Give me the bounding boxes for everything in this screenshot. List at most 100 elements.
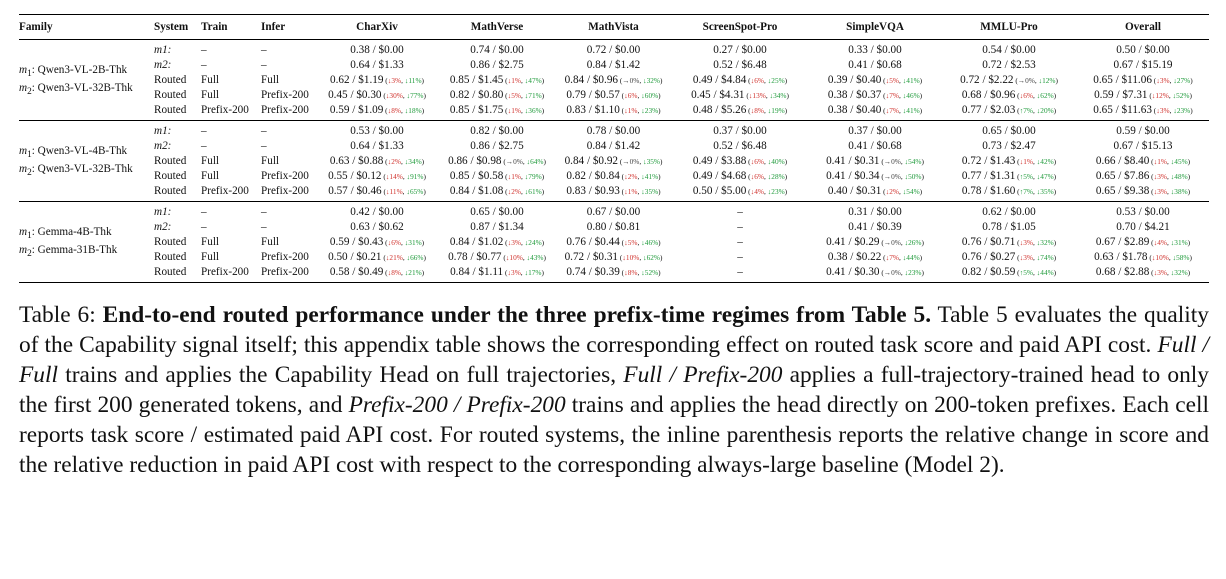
overall-cell: 0.63 / $1.78 (↓10%, ↓58%) (1077, 250, 1209, 265)
train-cell: Prefix-200 (201, 185, 249, 197)
score-cost-value: 0.84 / $0.92 (564, 155, 619, 167)
infer-cell: – (261, 221, 267, 233)
mmlu-pro-cell: 0.76 / $0.27 (↓3%, ↓74%) (941, 250, 1077, 265)
score-change: →0% (883, 157, 901, 166)
screenspot-pro-cell: 0.52 / $6.48 (671, 58, 809, 73)
relative-change: (↓7%, ↓44%) (881, 253, 923, 262)
score-cost-value: 0.38 / $0.40 (827, 104, 882, 116)
score-cost-value: 0.76 / $0.44 (566, 236, 620, 248)
score-change: ↓3% (387, 76, 402, 85)
score-cost-value: 0.78 / $1.60 (961, 185, 1016, 197)
score-cost-value: 0.45 / $0.30 (328, 89, 382, 101)
score-cost-value: 0.72 / $2.53 (982, 59, 1036, 71)
score-change: ↑5% (1019, 268, 1033, 277)
score-cost-value: 0.63 / $0.62 (350, 221, 404, 233)
table-row: Routed Full Full 0.63 / $0.88 (↓2%, ↓34%) 0.… (19, 154, 1209, 169)
score-change: ↓1% (624, 106, 638, 115)
relative-change: (↓30%, ↓77%) (381, 91, 426, 100)
caption-emph-full-prefix: Full / Prefix-200 (623, 362, 783, 388)
score-cost-value: 0.87 / $1.34 (470, 221, 524, 233)
score-cost-value: 0.33 / $0.00 (848, 44, 902, 56)
score-change: ↓8% (387, 268, 401, 277)
simplevqa-cell: 0.41 / $0.68 (809, 139, 941, 154)
cost-change: ↓65% (406, 187, 424, 196)
score-change: ↓4% (1153, 238, 1167, 247)
cost-change: ↓23% (904, 268, 922, 277)
cost-change: ↓52% (641, 268, 659, 277)
relative-change: (→0%, ↓23%) (879, 268, 924, 277)
score-change: ↓1% (507, 76, 521, 85)
system-cell: m2: (154, 59, 172, 71)
overall-cell: 0.59 / $0.00 (1077, 121, 1209, 140)
caption-text-2: trains and applies the Capability Head o… (57, 362, 624, 388)
cost-change: ↓19% (767, 106, 785, 115)
cost-change: ↓54% (902, 187, 920, 196)
mathverse-cell: 0.84 / $1.02 (↓3%, ↓24%) (438, 235, 556, 250)
family-model-name: m2: Gemma-31B-Thk (19, 244, 154, 261)
charxiv-cell: 0.63 / $0.88 (↓2%, ↓34%) (316, 154, 438, 169)
caption-text-1: Table 5 evaluates the quality of the Cap… (19, 302, 1209, 358)
model-index: 1 (27, 69, 32, 80)
score-change: ↓6% (750, 76, 764, 85)
score-change: ↓8% (387, 106, 401, 115)
score-change: →0% (505, 157, 523, 166)
system-cell: m2: (154, 140, 172, 152)
infer-cell: Prefix-200 (261, 266, 309, 278)
score-cost-value: 0.85 / $1.45 (449, 74, 504, 86)
relative-change: (↓1%, ↓42%) (1015, 157, 1057, 166)
cost-change: ↓11% (404, 76, 422, 85)
header-family: Family (19, 14, 154, 40)
screenspot-pro-cell: – (671, 202, 809, 221)
results-table: Family System Train Infer CharXiv MathVe… (19, 14, 1209, 283)
train-cell: Full (201, 251, 220, 263)
mathvista-cell: 0.82 / $0.84 (↓2%, ↓41%) (556, 169, 671, 184)
caption-emph-full-full: Full / Full (19, 332, 1209, 388)
model-symbol: m (19, 243, 28, 256)
relative-change: (↓14%, ↓91%) (381, 172, 426, 181)
system-cell: Routed (154, 185, 187, 197)
simplevqa-cell: 0.38 / $0.40 (↓7%, ↓41%) (809, 103, 941, 121)
table-row: Routed Full Prefix-200 0.50 / $0.21 (↓21%, … (19, 250, 1209, 265)
mathverse-cell: 0.82 / $0.00 (438, 121, 556, 140)
relative-change: (↓3%, ↓27%) (1151, 76, 1193, 85)
score-cost-value: 0.84 / $1.42 (586, 59, 641, 71)
score-cost-value: 0.67 / $2.89 (1095, 236, 1150, 248)
cost-change: ↓52% (1172, 91, 1190, 100)
score-cost-value: 0.72 / $2.22 (960, 74, 1014, 86)
relative-change: (↓2%, ↓34%) (383, 157, 425, 166)
relative-change: (↓8%, ↓19%) (746, 106, 788, 115)
cost-change: ↓17% (524, 268, 542, 277)
score-cost-value: 0.65 / $11.06 (1093, 74, 1152, 86)
score-cost-value: 0.64 / $1.33 (350, 59, 404, 71)
simplevqa-cell: 0.31 / $0.00 (809, 202, 941, 221)
cost-change: ↓35% (642, 157, 660, 166)
relative-change: (↓1%, ↓35%) (619, 187, 661, 196)
score-cost-value: 0.59 / $0.43 (329, 236, 384, 248)
charxiv-cell: 0.53 / $0.00 (316, 121, 438, 140)
model-family-group: m1: Qwen3-VL-4B-Thk m2: Qwen3-VL-32B-Thk m… (19, 121, 1209, 202)
cost-change: ↓23% (767, 187, 785, 196)
score-change: ↓3% (1153, 172, 1167, 181)
score-cost-value: 0.67 / $0.00 (586, 206, 641, 218)
score-cost-value: 0.80 / $0.81 (586, 221, 641, 233)
train-cell: – (201, 221, 207, 233)
charxiv-cell: 0.45 / $0.30 (↓30%, ↓77%) (316, 88, 438, 103)
model-name: : Qwen3-VL-4B-Thk (31, 145, 128, 158)
relative-change: (↓11%, ↓65%) (381, 187, 426, 196)
mathvista-cell: 0.84 / $0.92 (→0%, ↓35%) (556, 154, 671, 169)
score-cost-value: 0.68 / $0.96 (961, 89, 1016, 101)
table-row: Routed Prefix-200 Prefix-200 0.59 / $1.09 (… (19, 103, 1209, 121)
cost-change: ↓23% (1173, 106, 1191, 115)
cost-change: ↓31% (1170, 238, 1188, 247)
header-row: Family System Train Infer CharXiv MathVe… (19, 14, 1209, 40)
mathvista-cell: 0.83 / $1.10 (↓1%, ↓23%) (556, 103, 671, 121)
table-row: Routed Full Prefix-200 0.55 / $0.12 (↓14%, … (19, 169, 1209, 184)
charxiv-cell: 0.59 / $0.43 (↓6%, ↓31%) (316, 235, 438, 250)
header-screenspot-pro: ScreenSpot-Pro (671, 14, 809, 40)
mathverse-cell: 0.87 / $1.34 (438, 220, 556, 235)
relative-change: (↓8%, ↓18%) (383, 106, 425, 115)
train-cell: – (201, 59, 207, 71)
score-change: ↓2% (624, 172, 638, 181)
score-change: ↓3% (507, 268, 521, 277)
score-change: ↓6% (750, 157, 764, 166)
